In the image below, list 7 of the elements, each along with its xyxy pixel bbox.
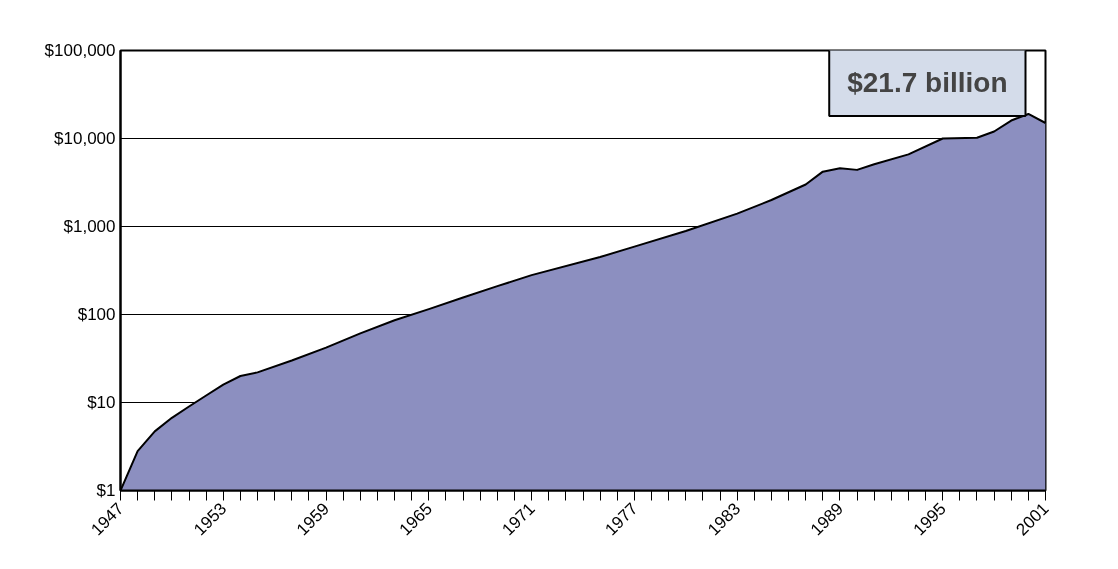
y-tick-label: $1 [96,481,116,500]
y-tick-label: $10,000 [54,129,116,148]
annotation: $21.7 billion [847,67,1008,98]
y-tick-label: $100 [77,305,116,324]
y-tick-label: $10 [87,393,116,412]
y-tick-label: $100,000 [44,41,116,60]
y-tick-label: $1,000 [63,217,116,236]
